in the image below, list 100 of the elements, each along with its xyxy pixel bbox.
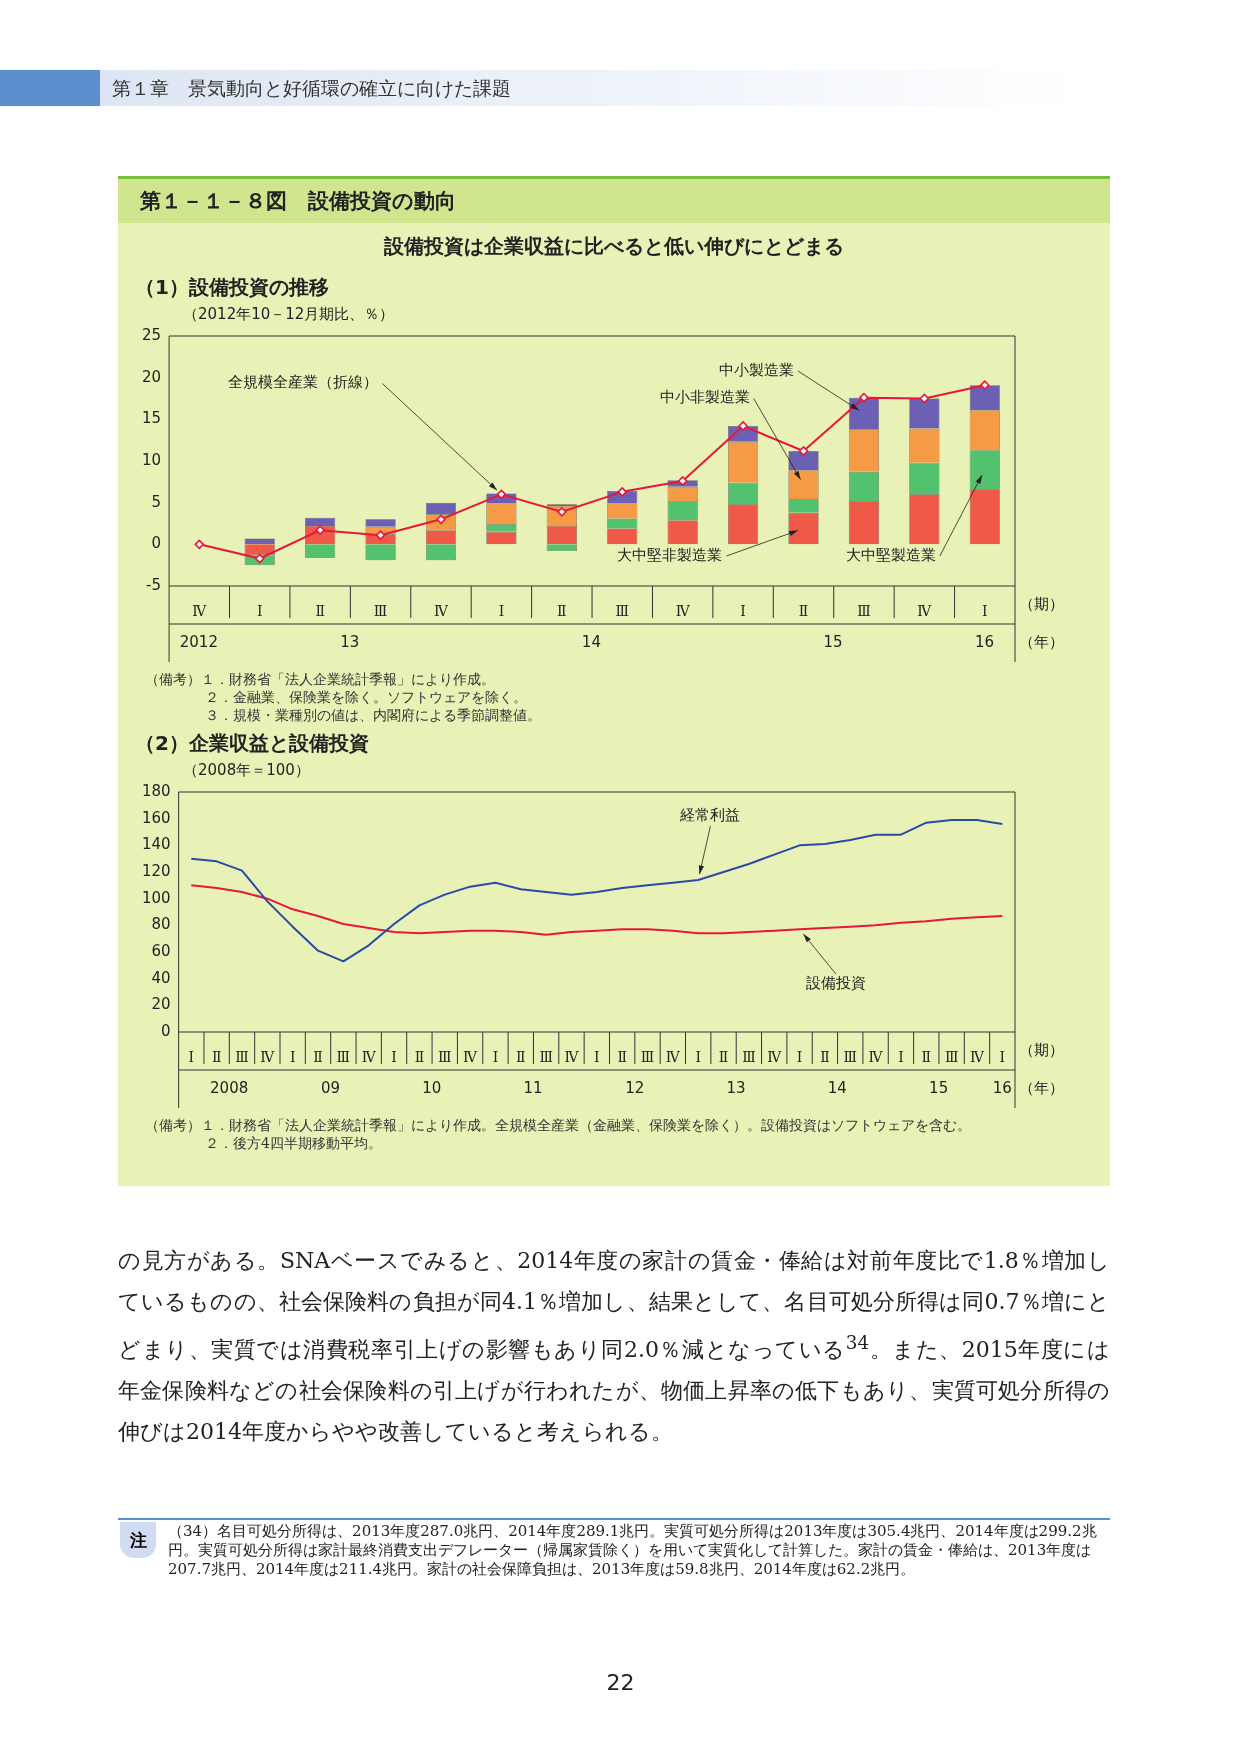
text: 大中堅製造業: [845, 545, 936, 564]
x2-axis-title: （年）: [1019, 1078, 1064, 1097]
x-tick-label: Ⅳ: [260, 1049, 276, 1066]
x-tick-label: Ⅲ: [843, 1049, 858, 1066]
y-tick-label: 40: [151, 968, 171, 987]
x-tick-label: Ⅱ: [557, 603, 567, 620]
text: ２．金融業、保険業を除く。ソフトウェアを除く。: [204, 688, 528, 706]
y-tick-label: -5: [146, 575, 162, 594]
text: の見方がある。SNAベースでみると、2014年度の家計の賃金・俸給は対前年度比で1.8％増加しているものの、社会保険料の負担が同4.1％増加し、結果として、名目可処分所得は同0.7％増にとどまり、実質では消費税率引上げの影響もあり同2.0％減となっている$^{34}$。また、2015年度には年金保険料などの社会保険料の引上げが行われたが、物価上昇率の低下もあり、実質可処分所得の伸びは2014年度からやや改善していると考えられる。: [118, 1247, 1110, 1447]
point: [496, 489, 507, 500]
x2-tick-label: 2008: [210, 1078, 249, 1097]
text: ２．後方4四半期移動平均。: [204, 1134, 383, 1152]
x-tick-label: Ⅲ: [742, 1049, 756, 1066]
x-tick-label: Ⅰ: [982, 603, 988, 620]
x-tick-label: Ⅲ: [615, 603, 630, 620]
x2-tick-label: 15: [823, 632, 843, 651]
text: 第１－１－８図 設備投資の動向: [140, 188, 456, 215]
x-tick-label: Ⅰ: [289, 1049, 296, 1066]
point: [859, 392, 869, 403]
x2-tick-label: 13: [726, 1078, 746, 1097]
chart-title: （1）設備投資の推移: [135, 274, 330, 301]
x-tick-label: Ⅳ: [564, 1049, 580, 1066]
y-tick-label: 0: [151, 534, 162, 553]
x-tick-label: Ⅲ: [336, 1049, 351, 1066]
x-tick-label: Ⅳ: [361, 1049, 377, 1066]
x-tick-label: Ⅱ: [315, 603, 325, 620]
x2-tick-label: 15: [929, 1078, 949, 1097]
point: [315, 525, 325, 535]
x-tick-label: Ⅱ: [516, 1049, 526, 1066]
x-tick-label: Ⅰ: [740, 603, 746, 620]
text: 中小製造業: [718, 360, 794, 379]
chart-title: （2）企業収益と設備投資: [135, 730, 370, 757]
x-tick-label: Ⅰ: [594, 1049, 600, 1066]
x-tick-label: Ⅲ: [373, 603, 388, 620]
series-label: 大中堅非製造業: [617, 545, 723, 564]
text: 設備投資: [805, 973, 866, 992]
x-tick-label: Ⅰ: [695, 1049, 701, 1066]
point: [677, 476, 688, 486]
text: （34）名目可処分所得は、2013年度287.0兆円、2014年度289.1兆円。実質可処分所得は2013年度は305.4兆円、2014年度は299.2兆円。実質可処分所得は家計最終消費支出デフレーター（帰属家賃除く）を用いて実質化して計算した。家計の賃金・俸給は、2013年度は207.7兆円、2014年度は211.4兆円。家計の社会保障負担は、2013年度は59.8兆円、2014年度は62.2兆円。: [168, 1522, 1098, 1579]
point: [738, 421, 748, 431]
y-tick-label: 0: [161, 1021, 171, 1040]
x-tick-label: Ⅳ: [463, 1049, 479, 1066]
y-tick-label: 140: [141, 835, 171, 854]
x2-tick-label: 14: [827, 1078, 847, 1097]
x2-tick-label: 11: [523, 1078, 543, 1097]
x-tick-label: Ⅳ: [969, 1049, 985, 1066]
x-tick-label: Ⅰ: [796, 1049, 803, 1066]
x-tick-label: Ⅱ: [921, 1049, 932, 1066]
text: （備考）１．財務省「法人企業統計季報」により作成。全規模全産業（金融業、保険業を除く）。設備投資はソフトウェアを含む。: [145, 1116, 972, 1134]
x2-tick-label: 12: [625, 1078, 645, 1097]
x2-tick-label: 16: [975, 632, 995, 651]
x-tick-label: Ⅱ: [414, 1049, 425, 1066]
point: [375, 530, 386, 540]
point: [979, 380, 990, 390]
y-tick-label: 15: [141, 409, 162, 428]
x-tick-label: Ⅰ: [999, 1049, 1006, 1066]
text: 全規模全産業（折線）: [228, 373, 379, 392]
x-tick-label: Ⅳ: [665, 1049, 681, 1066]
x2-tick-label: 2012: [179, 632, 218, 651]
x-tick-label: Ⅱ: [211, 1049, 222, 1066]
x-tick-label: Ⅳ: [675, 603, 691, 620]
y-axis-title: （2012年10－12月期比、％）: [183, 305, 396, 324]
y-tick-label: 60: [151, 941, 171, 960]
y-tick-label: 80: [151, 915, 171, 934]
x-axis-title: （期）: [1019, 1040, 1064, 1059]
x-tick-label: Ⅱ: [718, 1049, 729, 1066]
y-tick-label: 20: [141, 367, 162, 386]
x-tick-label: Ⅱ: [820, 1049, 830, 1066]
text: 経常利益: [679, 805, 741, 824]
x-tick-label: Ⅲ: [944, 1049, 959, 1066]
y-tick-label: 120: [141, 861, 171, 880]
y-tick-label: 25: [141, 325, 162, 344]
x2-axis-title: （年）: [1019, 632, 1064, 651]
x-tick-label: Ⅲ: [235, 1049, 249, 1066]
y-tick-label: 100: [141, 888, 171, 907]
text: 22: [605, 1670, 636, 1695]
x2-tick-label: 09: [320, 1078, 341, 1097]
text: ３．規模・業種別の値は、内閣府による季節調整値。: [204, 706, 542, 724]
y-tick-label: 5: [151, 492, 162, 511]
point: [194, 539, 205, 550]
x2-tick-label: 14: [581, 632, 601, 651]
x-axis-title: （期）: [1019, 594, 1064, 613]
x-tick-label: Ⅲ: [857, 603, 871, 620]
x-tick-label: Ⅳ: [917, 603, 933, 620]
text: 中小非製造業: [659, 388, 750, 407]
x-tick-label: Ⅰ: [898, 1049, 904, 1066]
x-tick-label: Ⅳ: [192, 603, 208, 620]
x-tick-label: Ⅰ: [492, 1049, 499, 1066]
x2-tick-label: 16: [992, 1078, 1012, 1097]
y-axis-title: （2008年＝100）: [183, 761, 311, 780]
x2-tick-label: 13: [340, 632, 360, 651]
text: 注: [120, 1522, 156, 1558]
x-tick-label: Ⅱ: [798, 603, 809, 620]
text: 設備投資は企業収益に比べると低い伸びにとどまる: [383, 233, 845, 260]
y-tick-label: 160: [141, 808, 171, 827]
y-tick-label: 10: [141, 450, 162, 469]
x-tick-label: Ⅲ: [437, 1049, 452, 1066]
x-tick-label: Ⅳ: [767, 1049, 783, 1066]
text: （備考）１．財務省「法人企業統計季報」により作成。: [145, 670, 496, 688]
x-tick-label: Ⅳ: [433, 603, 449, 620]
